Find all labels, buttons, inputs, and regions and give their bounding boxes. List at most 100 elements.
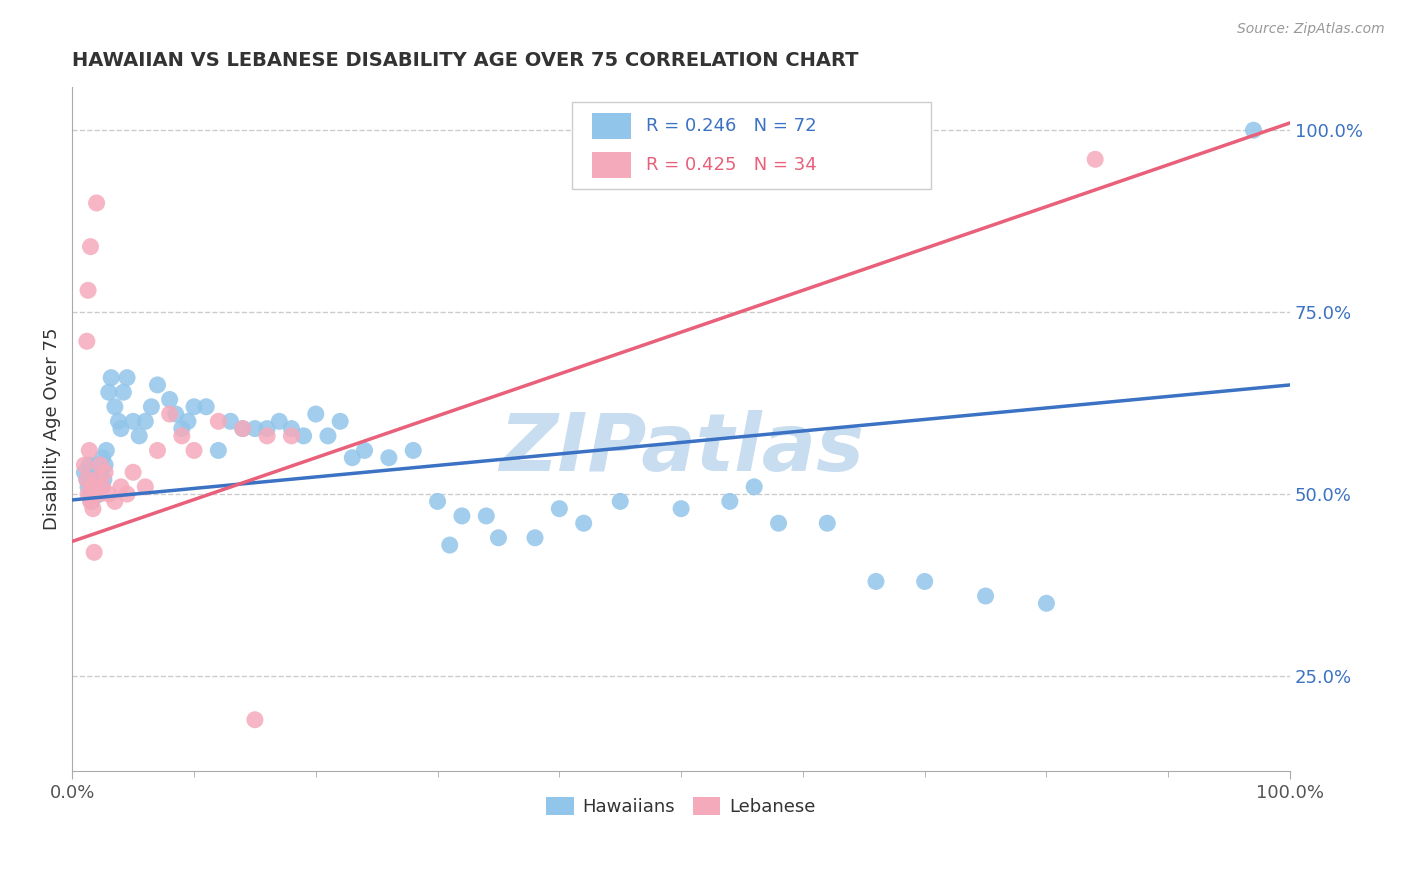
Y-axis label: Disability Age Over 75: Disability Age Over 75 bbox=[44, 327, 60, 530]
Text: ZIPatlas: ZIPatlas bbox=[499, 410, 863, 488]
Text: HAWAIIAN VS LEBANESE DISABILITY AGE OVER 75 CORRELATION CHART: HAWAIIAN VS LEBANESE DISABILITY AGE OVER… bbox=[72, 51, 859, 70]
Point bbox=[83, 487, 105, 501]
Point bbox=[1084, 153, 1107, 167]
Point bbox=[195, 400, 218, 414]
Point bbox=[256, 421, 278, 435]
Point bbox=[86, 196, 108, 211]
Point bbox=[94, 465, 117, 479]
Point bbox=[76, 473, 98, 487]
Point bbox=[165, 407, 187, 421]
Point bbox=[170, 429, 193, 443]
Text: R = 0.425   N = 34: R = 0.425 N = 34 bbox=[645, 155, 817, 174]
Point bbox=[100, 370, 122, 384]
Point bbox=[77, 283, 100, 297]
Point bbox=[305, 407, 328, 421]
Point bbox=[128, 429, 150, 443]
Point bbox=[83, 545, 105, 559]
Point bbox=[97, 385, 120, 400]
Point bbox=[79, 487, 101, 501]
Point bbox=[77, 480, 100, 494]
Point bbox=[86, 458, 108, 472]
Point bbox=[768, 516, 790, 531]
Point bbox=[122, 465, 145, 479]
Point bbox=[104, 400, 127, 414]
Point bbox=[79, 494, 101, 508]
Point bbox=[177, 414, 200, 428]
Point bbox=[524, 531, 547, 545]
Point bbox=[115, 370, 138, 384]
FancyBboxPatch shape bbox=[592, 113, 631, 139]
FancyBboxPatch shape bbox=[571, 102, 931, 189]
Point bbox=[1035, 596, 1057, 610]
Point bbox=[280, 429, 302, 443]
Point bbox=[76, 334, 98, 349]
Point bbox=[91, 450, 114, 465]
Point bbox=[170, 421, 193, 435]
Point bbox=[73, 465, 96, 479]
Point bbox=[110, 421, 132, 435]
Point bbox=[86, 473, 108, 487]
Point bbox=[79, 240, 101, 254]
Point bbox=[87, 487, 110, 501]
Point bbox=[232, 421, 254, 435]
Point bbox=[488, 531, 510, 545]
Point bbox=[73, 458, 96, 472]
Point bbox=[439, 538, 461, 552]
Point bbox=[89, 458, 111, 472]
Point bbox=[718, 494, 741, 508]
Point bbox=[669, 501, 692, 516]
Point bbox=[134, 414, 156, 428]
Point bbox=[183, 443, 205, 458]
Point bbox=[104, 494, 127, 508]
Point bbox=[80, 480, 103, 494]
Point bbox=[183, 400, 205, 414]
Point bbox=[134, 480, 156, 494]
Point bbox=[107, 414, 129, 428]
Point bbox=[207, 414, 229, 428]
Legend: Hawaiians, Lebanese: Hawaiians, Lebanese bbox=[540, 789, 823, 823]
Point bbox=[122, 414, 145, 428]
Point bbox=[115, 487, 138, 501]
Point bbox=[83, 473, 105, 487]
Point bbox=[402, 443, 425, 458]
Point bbox=[77, 443, 100, 458]
Point bbox=[87, 487, 110, 501]
Point bbox=[256, 429, 278, 443]
Point bbox=[243, 421, 266, 435]
Point bbox=[93, 473, 115, 487]
Point bbox=[110, 480, 132, 494]
Point bbox=[84, 487, 107, 501]
Point bbox=[742, 480, 765, 494]
Point bbox=[815, 516, 838, 531]
Point bbox=[548, 501, 571, 516]
Point bbox=[87, 473, 110, 487]
Point bbox=[96, 443, 118, 458]
Point bbox=[112, 385, 135, 400]
Point bbox=[316, 429, 339, 443]
Point bbox=[80, 494, 103, 508]
Point bbox=[329, 414, 352, 428]
Point bbox=[609, 494, 631, 508]
Point bbox=[82, 480, 104, 494]
Point bbox=[353, 443, 375, 458]
Text: R = 0.246   N = 72: R = 0.246 N = 72 bbox=[645, 117, 817, 136]
Point bbox=[77, 458, 100, 472]
Point bbox=[914, 574, 936, 589]
Point bbox=[280, 421, 302, 435]
Point bbox=[141, 400, 163, 414]
Point bbox=[426, 494, 449, 508]
Point bbox=[146, 443, 169, 458]
Point bbox=[451, 508, 474, 523]
Point bbox=[342, 450, 364, 465]
Point bbox=[76, 473, 98, 487]
Point bbox=[159, 392, 181, 407]
Point bbox=[91, 480, 114, 494]
Point bbox=[89, 465, 111, 479]
Text: Source: ZipAtlas.com: Source: ZipAtlas.com bbox=[1237, 22, 1385, 37]
Point bbox=[90, 480, 112, 494]
Point bbox=[292, 429, 315, 443]
Point bbox=[572, 516, 595, 531]
Point bbox=[77, 487, 100, 501]
Point bbox=[82, 501, 104, 516]
Point bbox=[865, 574, 887, 589]
